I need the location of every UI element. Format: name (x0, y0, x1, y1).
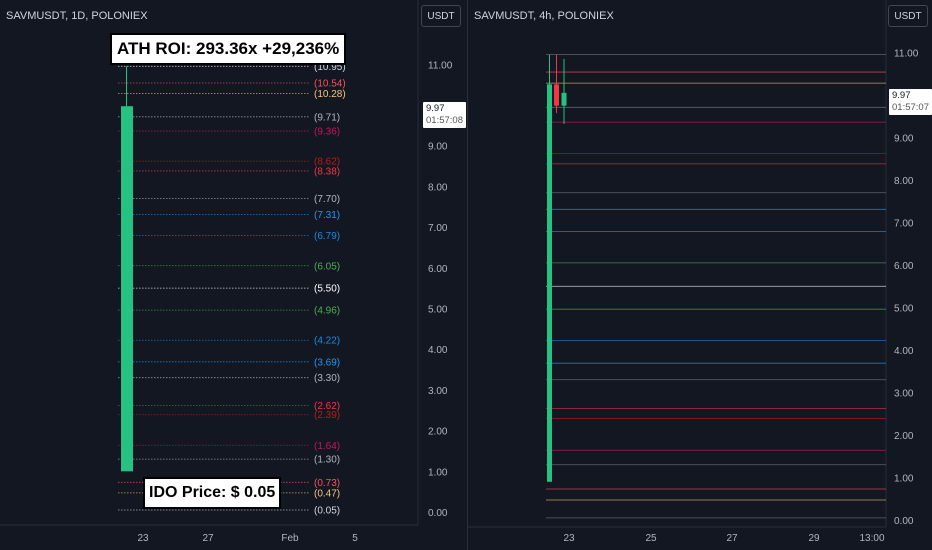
left-level-label-13: (4.22) (314, 336, 340, 347)
right-chart-panel[interactable]: 11.0010.009.008.007.006.005.004.003.002.… (468, 0, 932, 550)
left-y-tick-5: 6.00 (428, 264, 448, 275)
right-current-price-tag: 9.97 01:57:07 (889, 89, 932, 115)
left-candle-body (121, 106, 133, 472)
left-chart-panel[interactable]: (10.95) (10.54) (10.28) (9.71) (9.36) (8.62)(… (0, 0, 467, 550)
ath-roi-annotation[interactable]: ATH ROI: 293.36x +29,236% (110, 33, 347, 65)
left-level-label-8: (7.31) (314, 210, 340, 221)
left-level-label-4: (9.36) (314, 127, 340, 138)
right-y-tick-8: 3.00 (894, 389, 914, 400)
right-x-tick-0: 23 (563, 533, 575, 544)
left-level-label-14: (3.69) (314, 357, 340, 368)
left-y-tick-11: 0.00 (428, 508, 448, 519)
left-y-tick-9: 2.00 (428, 427, 448, 438)
left-current-price-tag: 9.97 01:57:08 (423, 102, 466, 128)
right-y-tick-4: 7.00 (894, 219, 914, 230)
right-candle-body-1 (554, 84, 559, 106)
right-countdown: 01:57:07 (892, 102, 929, 113)
left-y-tick-0: 11.00 (428, 60, 453, 71)
left-level-label-22: (0.05) (314, 505, 340, 516)
left-y-tick-10: 1.00 (428, 467, 448, 478)
left-x-tick-1: 27 (202, 533, 214, 544)
right-y-tick-7: 4.00 (894, 346, 914, 357)
panel-divider[interactable] (467, 0, 468, 550)
left-level-label-10: (6.05) (314, 261, 340, 272)
right-y-tick-0: 11.00 (894, 49, 919, 60)
right-x-tick-3: 29 (808, 533, 820, 544)
left-level-label-7: (7.70) (314, 194, 340, 205)
left-level-label-18: (1.64) (314, 441, 340, 452)
left-level-label-5: (8.62) (314, 157, 340, 168)
right-y-tick-10: 1.00 (894, 474, 914, 485)
right-y-tick-2: 9.00 (894, 134, 914, 145)
left-level-label-16: (2.62) (314, 401, 340, 412)
left-countdown: 01:57:08 (426, 115, 463, 126)
right-x-tick-2: 27 (726, 533, 738, 544)
left-x-tick-2: Feb (281, 533, 299, 544)
right-chart-canvas[interactable]: 11.0010.009.008.007.006.005.004.003.002.… (468, 0, 932, 550)
left-level-label-2: (10.28) (314, 89, 346, 100)
right-x-tick-1: 25 (645, 533, 657, 544)
left-level-label-0: (10.95) (314, 62, 346, 73)
right-y-tick-3: 8.00 (894, 176, 914, 187)
right-y-tick-9: 2.00 (894, 431, 914, 442)
left-level-label-9: (6.79) (314, 231, 340, 242)
right-y-tick-6: 5.00 (894, 304, 914, 315)
left-x-tick-3: 5 (352, 533, 358, 544)
left-level-label-15: (3.30) (314, 373, 340, 384)
left-level-label-19: (1.30) (314, 455, 340, 466)
left-y-tick-6: 5.00 (428, 305, 448, 316)
left-current-price: 9.97 (426, 103, 445, 114)
left-level-label-12: (4.96) (314, 306, 340, 317)
left-x-tick-0: 23 (137, 533, 149, 544)
left-y-tick-2: 9.00 (428, 142, 448, 153)
right-current-price: 9.97 (892, 90, 911, 101)
right-candle-body-0 (547, 84, 552, 482)
right-y-tick-11: 0.00 (894, 516, 914, 527)
left-y-tick-3: 8.00 (428, 182, 448, 193)
left-chart-canvas[interactable]: (10.95)(10.54)(10.28)(9.71)(9.36)(8.62)(… (0, 0, 467, 550)
left-currency-button[interactable]: USDT (421, 5, 461, 27)
left-level-label-17: (2.39) (314, 410, 340, 421)
left-level-label-1: (10.54) (314, 79, 346, 90)
right-candle-body-2 (561, 92, 567, 106)
right-x-tick-4: 13:00 (859, 533, 884, 544)
left-level-label-20: (0.73) (314, 478, 340, 489)
left-level-label-6: (8.38) (314, 166, 340, 177)
left-y-tick-7: 4.00 (428, 345, 448, 356)
left-level-label-21: (0.47) (314, 488, 340, 499)
left-level-label-11: (5.50) (314, 284, 340, 295)
right-y-tick-5: 6.00 (894, 261, 914, 272)
left-y-tick-4: 7.00 (428, 223, 448, 234)
left-level-label-3: (9.71) (314, 112, 340, 123)
left-y-tick-8: 3.00 (428, 386, 448, 397)
left-chart-title: SAVMUSDT, 1D, POLONIEX (6, 10, 148, 22)
right-currency-button[interactable]: USDT (888, 5, 928, 27)
ido-price-annotation[interactable]: IDO Price: $ 0.05 (143, 477, 282, 509)
right-chart-title: SAVMUSDT, 4h, POLONIEX (474, 10, 614, 22)
